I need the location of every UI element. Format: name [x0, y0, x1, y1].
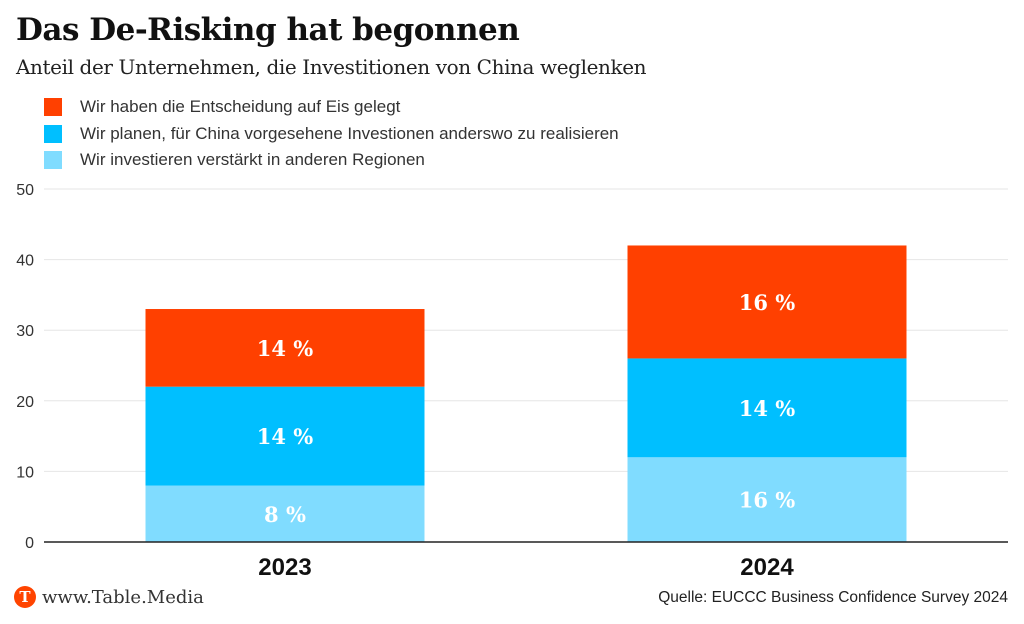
- data-label: 8 %: [264, 502, 306, 527]
- bar-segment: [627, 457, 907, 542]
- data-label: 14 %: [739, 396, 796, 421]
- legend-label: Wir investieren verstärkt in anderen Reg…: [80, 150, 425, 170]
- data-label: 14 %: [257, 336, 314, 361]
- bar-segment: [627, 358, 907, 458]
- legend-label: Wir haben die Entscheidung auf Eis geleg…: [80, 97, 401, 117]
- y-tick-label: 50: [16, 182, 34, 199]
- x-tick-label: 2024: [740, 554, 794, 581]
- legend-label: Wir planen, für China vorgesehene Invest…: [80, 123, 619, 143]
- data-label: 14 %: [257, 424, 314, 449]
- legend-swatch: [44, 124, 62, 143]
- bar-segment: [145, 485, 425, 542]
- legend: Wir haben die Entscheidung auf Eis geleg…: [44, 94, 619, 174]
- chart-subtitle: Anteil der Unternehmen, die Investitione…: [16, 55, 647, 79]
- table-media-logo-icon: T: [14, 586, 36, 608]
- bar-segment: [627, 245, 907, 359]
- data-label: 16 %: [739, 488, 796, 513]
- chart-title: Das De-Risking hat begonnen: [16, 12, 520, 48]
- source-note: Quelle: EUCCC Business Confidence Survey…: [658, 589, 1008, 606]
- data-label: 16 %: [739, 290, 796, 315]
- y-tick-label: 10: [16, 464, 34, 481]
- y-tick-label: 30: [16, 323, 34, 340]
- y-tick-label: 0: [25, 535, 34, 552]
- x-tick-label: 2023: [258, 554, 311, 581]
- bar-segment: [145, 309, 425, 387]
- bar-segment: [145, 386, 425, 486]
- legend-item: Wir investieren verstärkt in anderen Reg…: [44, 147, 619, 174]
- legend-item: Wir planen, für China vorgesehene Invest…: [44, 121, 619, 148]
- y-tick-label: 20: [16, 394, 34, 411]
- legend-swatch: [44, 151, 62, 170]
- legend-item: Wir haben die Entscheidung auf Eis geleg…: [44, 94, 619, 121]
- site-url: www.Table.Media: [42, 586, 204, 608]
- y-tick-label: 40: [16, 253, 34, 270]
- legend-swatch: [44, 98, 62, 117]
- brand: T www.Table.Media: [14, 586, 204, 608]
